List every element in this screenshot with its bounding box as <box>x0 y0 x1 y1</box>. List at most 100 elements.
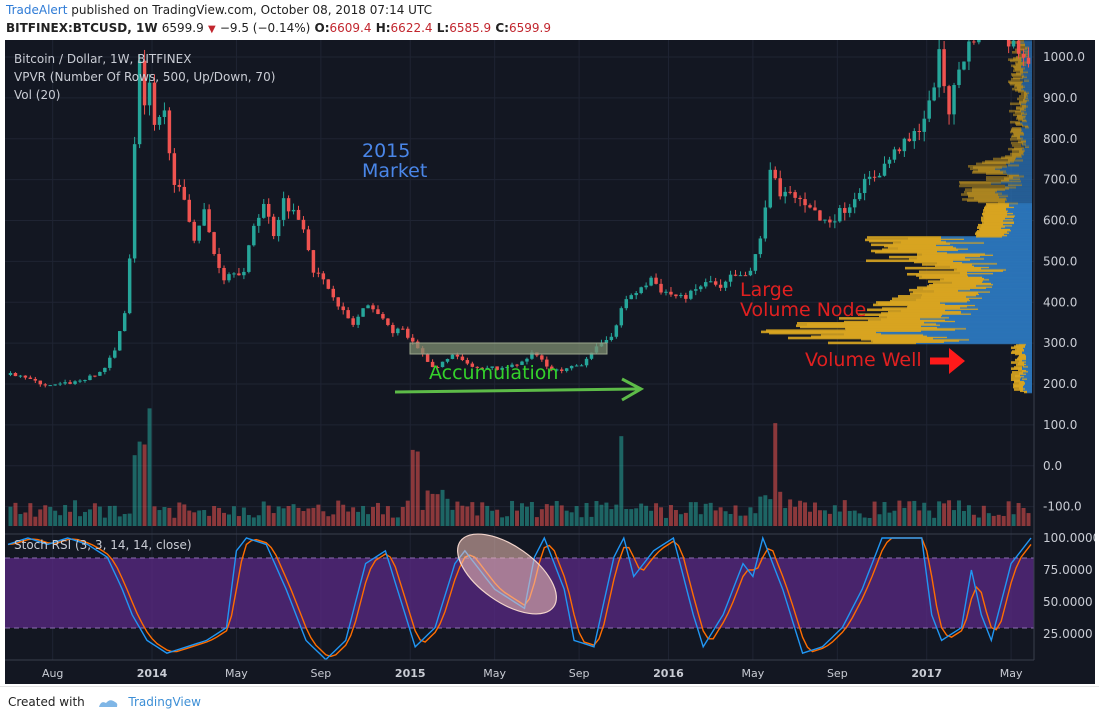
candle-body <box>828 219 832 223</box>
volume-bar <box>1026 513 1031 526</box>
volume-bar <box>942 503 947 526</box>
candle-body <box>922 118 926 132</box>
volume-bar <box>182 504 187 526</box>
candle-body <box>182 186 187 200</box>
volume-bar <box>857 513 862 526</box>
volume-bar <box>1006 501 1011 526</box>
author-link[interactable]: TradeAlert <box>6 3 68 17</box>
volume-bar <box>132 455 137 526</box>
candle-body <box>927 100 931 119</box>
volume-bar <box>664 517 668 526</box>
candle-body <box>788 191 792 193</box>
candle-body <box>103 367 107 372</box>
volume-bar <box>748 507 753 526</box>
candle-body <box>475 366 480 368</box>
candle-body <box>664 291 668 293</box>
rsi-axis[interactable]: 100.0000 75.0000 50.0000 25.0000 <box>1043 531 1095 641</box>
candle-body <box>589 352 594 359</box>
candle-body <box>798 197 802 200</box>
candle-body <box>1016 40 1021 54</box>
price-tick-label: -100.0 <box>1043 500 1082 514</box>
vp-row-up <box>1024 40 1032 43</box>
volume-bar <box>425 490 430 526</box>
volume-bar <box>887 512 892 526</box>
volume-bar <box>82 511 87 526</box>
candle-body <box>142 60 147 106</box>
candle-body <box>396 328 400 334</box>
volume-bar <box>480 502 485 526</box>
volume-bar <box>167 507 172 526</box>
volume-bar <box>500 517 505 526</box>
candle-body <box>634 293 638 296</box>
volume-bar <box>952 510 957 526</box>
volume-bar <box>142 444 147 526</box>
price-axis[interactable]: 1000.0 900.0 800.0 700.0 600.0 500.0 400.0 300.… <box>1043 50 1085 514</box>
candle-body <box>857 193 862 200</box>
candle-body <box>232 273 236 275</box>
candle-body <box>852 199 857 208</box>
volume-bar <box>852 510 857 526</box>
candle-body <box>331 288 336 298</box>
candle-body <box>132 144 137 259</box>
candle-body <box>311 250 316 273</box>
vp-row-down <box>766 329 921 332</box>
tradingview-brand-link[interactable]: TradingView <box>128 695 201 709</box>
candle-body <box>291 209 296 212</box>
volume-bar <box>291 504 296 526</box>
vp-row-down <box>1011 378 1020 382</box>
volume-bar <box>832 505 837 526</box>
candle-body <box>644 285 648 288</box>
vp-row-down <box>986 178 1009 182</box>
volume-bar <box>256 515 261 526</box>
volume-bar <box>728 513 733 526</box>
volume-bar <box>937 501 942 526</box>
candle-body <box>689 290 693 299</box>
volume-bar <box>996 514 1001 526</box>
candle-body <box>127 258 132 314</box>
volume-bar <box>23 512 28 526</box>
volume-bar <box>763 495 768 526</box>
annotation-large: Large <box>740 279 793 301</box>
footer: Created with TradingView <box>8 695 201 709</box>
candle-body <box>713 281 718 285</box>
volume-bar <box>435 494 440 526</box>
candle-body <box>252 225 256 246</box>
volume-bar <box>505 516 510 526</box>
candle-body <box>867 176 872 179</box>
tradingview-logo-icon <box>98 699 117 707</box>
price-tick-label: 0.0 <box>1043 459 1062 473</box>
legend-vpvr: VPVR (Number Of Rows, 500, Up/Down, 70) <box>14 70 275 84</box>
annotation-volume-node: Volume Node <box>740 299 866 321</box>
vp-row-down <box>1008 80 1023 84</box>
volume-bar <box>783 508 788 526</box>
candle-body <box>818 210 822 221</box>
volume-bar <box>58 515 63 526</box>
volume-bar <box>614 504 619 526</box>
candle-body <box>862 178 867 194</box>
candle-body <box>684 295 688 299</box>
volume-bar <box>8 506 13 526</box>
candle-body <box>718 284 723 288</box>
volume-bar <box>281 508 286 526</box>
volume-bar <box>599 504 604 526</box>
volume-bar <box>897 500 902 526</box>
candle-body <box>639 287 643 294</box>
symbol-label: BITFINEX:BTCUSD, 1W <box>6 21 158 35</box>
candle-body <box>743 275 748 277</box>
volume-bar <box>405 500 410 526</box>
vp-row-down <box>1014 146 1024 150</box>
candle-body <box>843 208 847 213</box>
volume-bar <box>932 517 937 526</box>
chart-canvas[interactable]: Bitcoin / Dollar, 1W, BITFINEX VPVR (Num… <box>5 40 1095 684</box>
candle-body <box>286 198 291 212</box>
volume-bar <box>703 503 708 526</box>
price-tick-label: 1000.0 <box>1043 50 1085 64</box>
candle-body <box>703 282 708 287</box>
annotation-2015: 2015 <box>362 140 410 162</box>
time-axis[interactable]: Aug 2014 May Sep 2015 May Sep 2016 May Sep 2017 May <box>42 667 1023 680</box>
volume-bar <box>276 506 281 526</box>
volume-bar <box>430 493 435 526</box>
volume-bar <box>892 510 897 526</box>
volume-bar <box>361 505 366 526</box>
candle-body <box>172 153 177 185</box>
